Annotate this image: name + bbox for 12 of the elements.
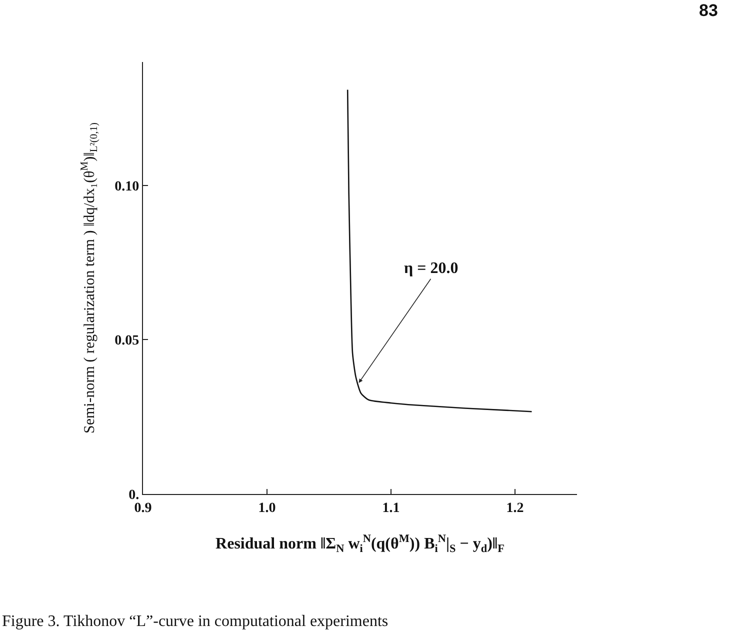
y-tick-label: 0.10	[114, 179, 140, 194]
text: Residual norm ‖Σ$_{N}$ w$_{i}$$^{N}$(q(θ$^{M}$)) B$_{i}$$^{N}$|$_{S}$ − y$_{d}$)‖$_{F}$	[216, 532, 504, 555]
caption: Figure 3. Tikhonov “L”-curve in computational experiments	[2, 613, 388, 630]
y-tick-label: 0.	[128, 488, 140, 503]
text: 83	[699, 1, 718, 20]
x-tick-label: 0.9	[134, 500, 152, 516]
line-series	[346, 89, 532, 412]
y-tick-label: 0.05	[114, 334, 140, 349]
x-tick-label: 1.2	[506, 500, 524, 516]
x-tick-label: 1.0	[258, 500, 276, 516]
annotation: η = 20.0	[404, 260, 458, 277]
x-tick-label: 1.1	[382, 500, 400, 516]
